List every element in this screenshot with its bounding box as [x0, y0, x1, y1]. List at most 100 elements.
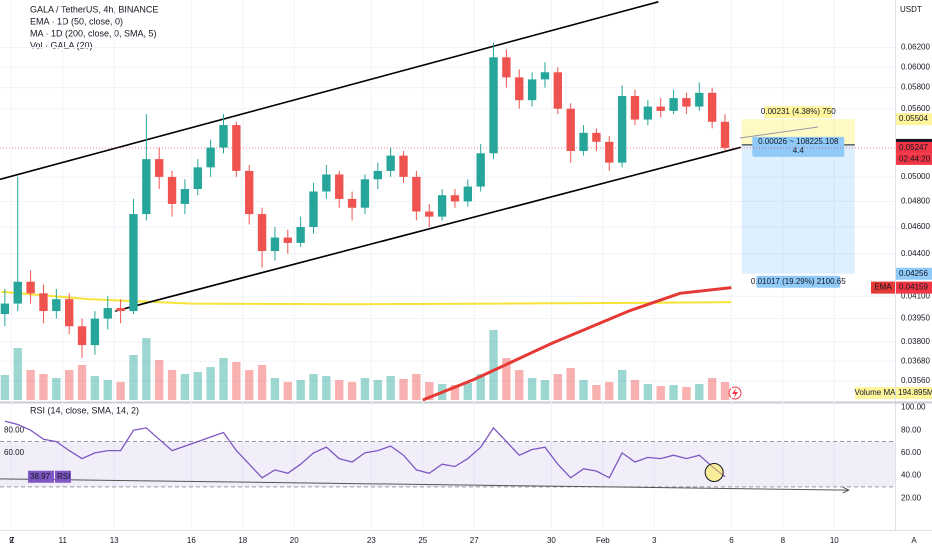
volume-bar — [13, 348, 22, 400]
volume-bar — [527, 378, 537, 400]
rsi-title: RSI (14, close, SMA, 14, 2) — [30, 405, 139, 415]
volume-ma-value-bg — [896, 387, 932, 399]
rsi-line — [4, 420, 726, 479]
x-tick-label: 30 — [547, 536, 556, 545]
candle-body — [527, 79, 537, 101]
candle-body — [335, 174, 344, 199]
candle-body — [90, 318, 100, 346]
volume-bar — [386, 376, 395, 400]
candle-body — [232, 125, 241, 171]
y-tick-label: 0.03950 — [901, 314, 930, 323]
candle-body — [695, 92, 704, 107]
price-marker-bg — [896, 267, 932, 280]
volume-bar — [257, 365, 267, 400]
volume-bar — [450, 385, 460, 400]
volume-ma-tag: Volume MA — [855, 388, 897, 397]
volume-bar — [77, 365, 87, 400]
x-tick-label: 23 — [367, 536, 376, 545]
y-tick-label: 0.04100 — [901, 291, 930, 300]
volume-bar — [592, 385, 601, 400]
volume-bar — [617, 370, 627, 400]
x-tick-label: 18 — [238, 536, 247, 545]
position-target-label: 0.01017 (19.29%) 2100.65 — [751, 277, 846, 286]
volume-bar — [373, 380, 382, 400]
candle-body — [643, 106, 653, 120]
y-tick-label: 0.04400 — [901, 249, 930, 258]
x-tick-label: 11 — [59, 536, 68, 545]
indicator-label: Vol · GALA (20) — [30, 40, 93, 50]
volume-bar — [219, 358, 228, 400]
volume-bar — [322, 376, 331, 400]
position-stop-label: 0.00231 (4.38%) 750 — [761, 107, 836, 116]
candle-body — [206, 147, 215, 168]
price-marker-bg — [896, 113, 932, 126]
price-marker: 0.04256 — [899, 269, 928, 278]
candle-body — [502, 57, 511, 78]
trend-line — [0, 1, 659, 181]
candle-body — [270, 237, 280, 252]
volume-bar — [720, 382, 730, 400]
volume-bar — [412, 374, 421, 400]
candle-body — [707, 92, 717, 122]
price-marker: 0.05504 — [899, 114, 928, 123]
candle-body — [219, 125, 228, 148]
price-marker-bg — [896, 281, 932, 294]
volume-bar — [540, 380, 550, 400]
rsi-trend-line — [0, 478, 849, 491]
y-tick-label: 0.04600 — [901, 222, 930, 231]
candle-body — [720, 121, 730, 148]
volume-bar — [167, 370, 177, 400]
candle-body — [296, 227, 305, 243]
countdown: 02:44:20 — [899, 154, 931, 163]
ema-line — [422, 286, 732, 402]
candle-body — [386, 155, 395, 171]
x-tick-label: 27 — [470, 536, 479, 545]
candle-body — [39, 293, 48, 312]
candle-body — [515, 77, 524, 101]
rsi-tick-label: 80.00 — [901, 425, 922, 434]
candle-body — [540, 72, 550, 80]
volume-bar — [630, 380, 640, 400]
price-marker: 0.04159 — [899, 283, 928, 292]
axis-button[interactable]: Z — [10, 536, 15, 545]
candle-body — [566, 108, 575, 151]
position-middle-label: 0.00026 ~ 108225.108 — [758, 137, 839, 146]
volume-bar — [193, 372, 202, 400]
position-target-label-bg — [756, 275, 841, 288]
volume-bar — [129, 355, 138, 400]
volume-ma-tag-bg — [855, 387, 895, 399]
volume-bar — [682, 387, 691, 400]
price-marker: 0.05247 — [899, 143, 928, 152]
y-tick-label: 0.05600 — [901, 104, 930, 113]
position-target-zone — [741, 144, 855, 274]
volume-bar — [502, 358, 511, 400]
rsi-trend-arrow — [842, 486, 850, 494]
volume-bar — [476, 374, 485, 400]
candle-body — [450, 195, 460, 202]
candle-body — [347, 198, 357, 208]
candle-body — [682, 98, 691, 107]
candle-body — [193, 167, 202, 190]
axis-button[interactable]: A — [911, 536, 917, 545]
volume-bar — [206, 367, 215, 400]
y-tick-label: 0.06000 — [901, 62, 930, 71]
rsi-band — [0, 441, 895, 487]
candle-body — [283, 237, 292, 243]
candle-body — [77, 326, 87, 346]
volume-bar — [515, 370, 524, 400]
x-tick-label: 8 — [781, 536, 786, 545]
candle-body — [116, 308, 125, 312]
volume-bar — [566, 368, 575, 400]
volume-bar — [335, 380, 344, 400]
ema-tag-bg — [871, 281, 895, 294]
volume-bar — [52, 378, 61, 400]
candle-body — [13, 281, 22, 304]
volume-ma-value: 194.895M — [898, 388, 932, 397]
candle-body — [155, 159, 164, 177]
candle-body — [129, 214, 138, 312]
candle-body — [26, 281, 35, 294]
y-tick-label: 0.03560 — [901, 376, 930, 385]
volume-bar — [116, 382, 125, 400]
y-tick-label: 0.03680 — [901, 356, 930, 365]
candle-body — [180, 189, 190, 204]
